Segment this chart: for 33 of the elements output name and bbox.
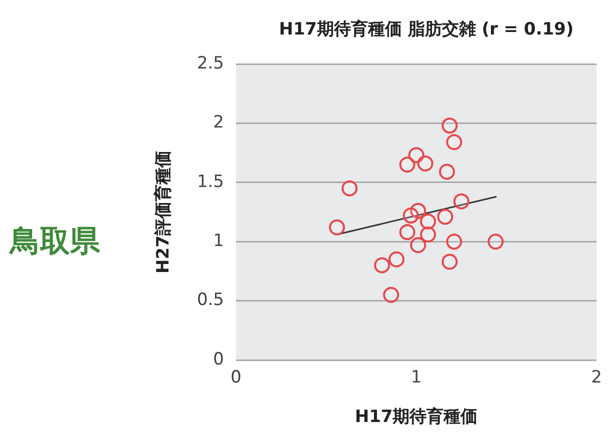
y-tick-label: 2.5 [196,53,224,74]
y-tick-label: 2 [213,112,224,133]
point [438,164,455,180]
point [453,193,470,210]
point [328,219,345,236]
y-tick-label: 0 [213,349,224,370]
point [442,118,458,134]
point [383,286,400,303]
x-axis-title: H17期待育種価 [354,406,478,428]
point [442,254,458,270]
point [446,234,462,250]
point [399,156,416,173]
point [410,237,426,254]
point [420,213,436,230]
point [342,180,358,196]
point [374,257,390,274]
chart-title: H17期待育種価 脂肪交雑 (r = 0.19) [278,18,574,40]
point [399,224,416,240]
point [446,134,462,150]
point [437,208,454,225]
y-tick-label: 1 [213,231,224,252]
point [402,208,419,224]
x-tick-label: 2 [591,368,602,388]
x-tick-label: 1 [410,368,422,388]
y-tick-label: 0.5 [196,290,224,310]
point [388,251,404,268]
y-tick-label: 1.5 [196,172,224,192]
x-tick-label: 0 [230,368,242,388]
point [488,234,504,250]
point [420,226,436,242]
point [417,155,434,172]
y-axis-title: H27評価育種価 [152,150,174,274]
text: 鳥取県 [8,224,101,259]
